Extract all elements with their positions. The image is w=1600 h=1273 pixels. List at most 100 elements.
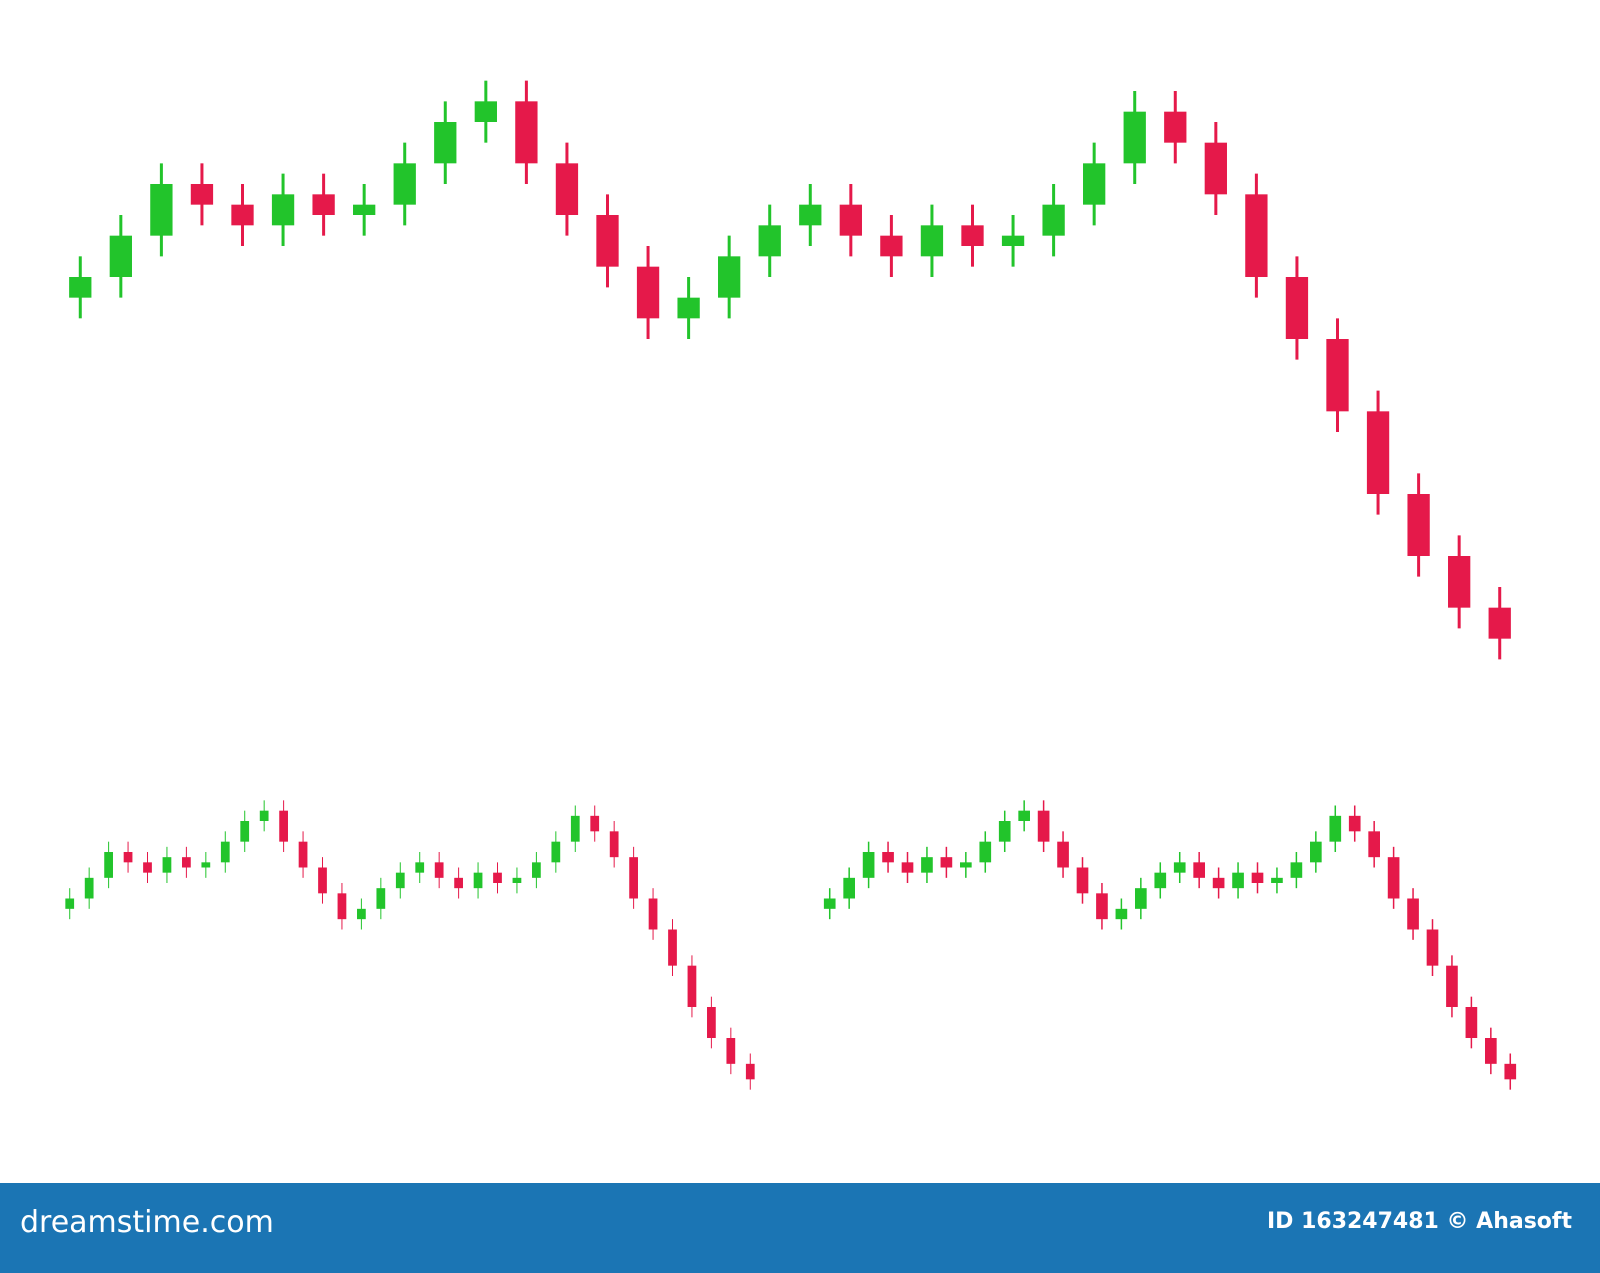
candle-body — [1057, 841, 1069, 868]
candle-body — [570, 815, 580, 842]
candle-body — [84, 877, 94, 899]
candle-body — [1446, 965, 1458, 1007]
candle-body — [353, 204, 376, 215]
candle-body — [393, 163, 416, 205]
candle-body — [1329, 815, 1342, 842]
candle-body — [271, 194, 295, 226]
candle-body — [1387, 857, 1400, 899]
candle-body — [474, 101, 497, 122]
candle-body — [636, 266, 660, 319]
candle-body — [1164, 111, 1187, 143]
candle-body — [677, 297, 700, 319]
candle-body — [726, 1038, 736, 1064]
candle-body — [279, 810, 288, 842]
candle-body — [960, 862, 972, 868]
candle-body — [823, 898, 836, 909]
candle-body — [596, 215, 619, 267]
candle-body — [1465, 1007, 1478, 1038]
candle-body — [357, 908, 366, 920]
candle-body — [1448, 556, 1471, 608]
candle-body — [434, 122, 457, 164]
candle-body — [668, 929, 677, 966]
candle-body — [123, 852, 133, 863]
candle-body — [1504, 1063, 1517, 1080]
candlestick-illustration — [65, 80, 1517, 1090]
candle-body — [150, 184, 173, 236]
candle-body — [882, 852, 894, 863]
candle-body — [201, 862, 211, 868]
candle-body — [998, 821, 1011, 842]
candle-body — [1042, 204, 1065, 236]
candle-body — [648, 898, 658, 930]
candle-body — [1485, 1038, 1497, 1064]
candle-body — [512, 877, 522, 883]
candle-body — [1271, 877, 1283, 883]
candle-body — [143, 862, 152, 873]
candle-body — [1310, 841, 1322, 863]
candle-body — [843, 877, 855, 899]
candle-body — [493, 872, 502, 883]
candle-body — [337, 893, 347, 920]
candle-body — [1366, 411, 1390, 494]
candle-body — [532, 862, 541, 878]
candle-body — [1251, 872, 1264, 883]
candle-body — [940, 857, 953, 868]
candle-body — [1173, 862, 1186, 873]
candle-body — [1096, 893, 1108, 920]
candle-body — [1193, 862, 1205, 878]
candle-body — [1326, 339, 1349, 412]
candle-body — [839, 204, 862, 236]
candle-body — [979, 841, 992, 863]
candle-body — [961, 225, 984, 246]
candle-body — [162, 857, 172, 873]
candle-body — [707, 1007, 716, 1038]
candle-body — [395, 872, 405, 889]
candle-body — [1212, 877, 1225, 889]
candle-body — [1037, 810, 1050, 842]
candle-body — [104, 852, 113, 878]
candle-body — [190, 184, 214, 205]
candle-body — [920, 225, 944, 257]
candle-body — [318, 867, 327, 894]
candle-body — [799, 204, 822, 226]
candle-body — [1348, 815, 1361, 832]
candle-body — [1426, 929, 1439, 966]
candle-body — [921, 857, 933, 873]
candle-body — [901, 862, 914, 873]
candle-body — [1407, 494, 1430, 556]
candle-body — [1001, 235, 1025, 246]
candle-body — [220, 841, 230, 863]
candle-body — [415, 862, 425, 873]
candle-body — [555, 163, 579, 215]
candle-body — [65, 898, 75, 909]
candle-body — [687, 965, 697, 1007]
candle-body — [1123, 111, 1146, 164]
candle-body — [590, 815, 600, 832]
candle-body — [298, 841, 308, 868]
candle-body — [240, 821, 250, 842]
candle-body — [454, 877, 463, 889]
candle-body — [515, 101, 538, 164]
candle-body — [1083, 163, 1106, 205]
candle-body — [1135, 888, 1147, 909]
candle-body — [109, 235, 132, 277]
candle-body — [182, 857, 191, 868]
candle-body — [758, 225, 781, 257]
candle-body — [1285, 277, 1309, 339]
candle-body — [312, 194, 335, 215]
candle-body — [1232, 872, 1244, 889]
candle-body — [259, 810, 269, 821]
candle-body — [629, 857, 638, 899]
candle-body — [1204, 142, 1227, 195]
candle-body — [880, 235, 903, 257]
candle-body — [1290, 862, 1303, 878]
logo: dreamstime.com — [20, 1205, 274, 1240]
candle-body — [231, 204, 254, 226]
candle-body — [1115, 908, 1128, 920]
candle-body — [745, 1063, 755, 1080]
credit: ID 163247481 © Ahasoft — [1266, 1209, 1572, 1234]
candle-body — [609, 831, 619, 858]
candle-body — [473, 872, 483, 889]
candle-body — [1407, 898, 1419, 930]
